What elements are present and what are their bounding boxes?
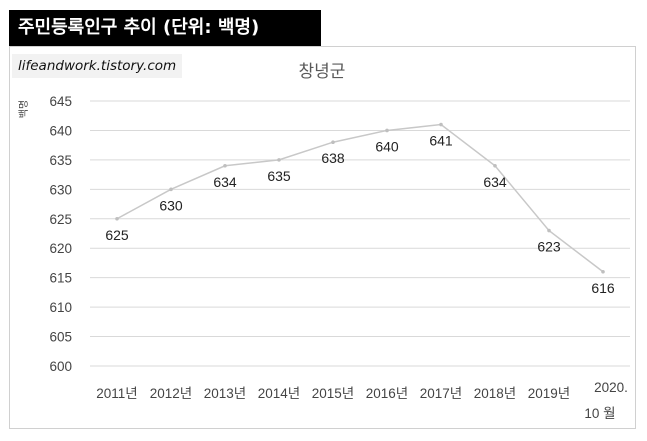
data-label: 623 bbox=[537, 239, 561, 255]
x-tick-label: 2016년 bbox=[366, 386, 408, 401]
x-tick-label: 2017년 bbox=[420, 386, 462, 401]
data-label: 634 bbox=[483, 174, 507, 190]
y-tick-label: 610 bbox=[49, 300, 72, 315]
data-point bbox=[601, 269, 605, 274]
data-point bbox=[547, 228, 551, 233]
data-label: 635 bbox=[267, 168, 291, 184]
y-axis-unit-wrap: 백명 bbox=[18, 100, 30, 118]
x-tick-label: 2018년 bbox=[474, 386, 516, 401]
data-point bbox=[115, 216, 119, 221]
x-axis-ticks: 2011년 2012년 2013년 2014년 2015년 2016년 2017년 2018년… bbox=[96, 380, 628, 421]
chart-frame bbox=[9, 46, 636, 429]
y-tick-label: 600 bbox=[49, 359, 72, 374]
chart-title: 창녕군 bbox=[299, 62, 346, 82]
data-point bbox=[331, 140, 335, 145]
y-tick-label: 645 bbox=[49, 94, 72, 109]
data-label: 641 bbox=[429, 133, 453, 149]
y-tick-label: 635 bbox=[49, 153, 72, 168]
data-labels: 625 630 634 635 638 640 641 634 623 616 bbox=[105, 133, 615, 296]
data-point bbox=[493, 163, 497, 168]
data-point bbox=[385, 128, 389, 133]
data-point bbox=[439, 122, 443, 127]
data-point bbox=[223, 163, 227, 168]
y-axis-ticks: 600 605 610 615 620 625 630 635 640 645 bbox=[49, 94, 72, 374]
x-tick-label: 2013년 bbox=[204, 386, 246, 401]
x-tick-label: 2020. bbox=[594, 380, 628, 395]
y-tick-label: 615 bbox=[49, 271, 72, 286]
data-label: 638 bbox=[321, 150, 345, 166]
data-label: 640 bbox=[375, 138, 399, 154]
data-point bbox=[277, 158, 281, 162]
x-tick-label: 2012년 bbox=[150, 386, 192, 401]
x-tick-label: 2014년 bbox=[258, 386, 300, 401]
y-tick-label: 630 bbox=[49, 182, 72, 197]
page-title: 주민등록인구 추이 (단위: 백명) bbox=[9, 10, 321, 46]
y-tick-label: 625 bbox=[49, 212, 72, 227]
data-label: 625 bbox=[105, 227, 129, 243]
x-tick-label: 2015년 bbox=[312, 386, 354, 401]
y-tick-label: 605 bbox=[49, 330, 72, 345]
y-tick-label: 640 bbox=[49, 123, 72, 138]
x-tick-label: 2011년 bbox=[96, 386, 137, 401]
x-tick-label: 2019년 bbox=[528, 386, 570, 401]
series-polyline bbox=[116, 123, 604, 273]
data-label: 630 bbox=[159, 197, 183, 213]
y-axis-label: 백명 bbox=[18, 100, 30, 118]
watermark: lifeandwork.tistory.com bbox=[12, 54, 183, 78]
data-label: 616 bbox=[591, 280, 615, 296]
x-tick-label-cont: 10 월 bbox=[584, 406, 615, 421]
series-line bbox=[115, 122, 605, 274]
data-label: 634 bbox=[213, 174, 237, 190]
data-point bbox=[169, 187, 173, 192]
y-tick-label: 620 bbox=[49, 241, 72, 256]
gridlines bbox=[90, 100, 630, 367]
